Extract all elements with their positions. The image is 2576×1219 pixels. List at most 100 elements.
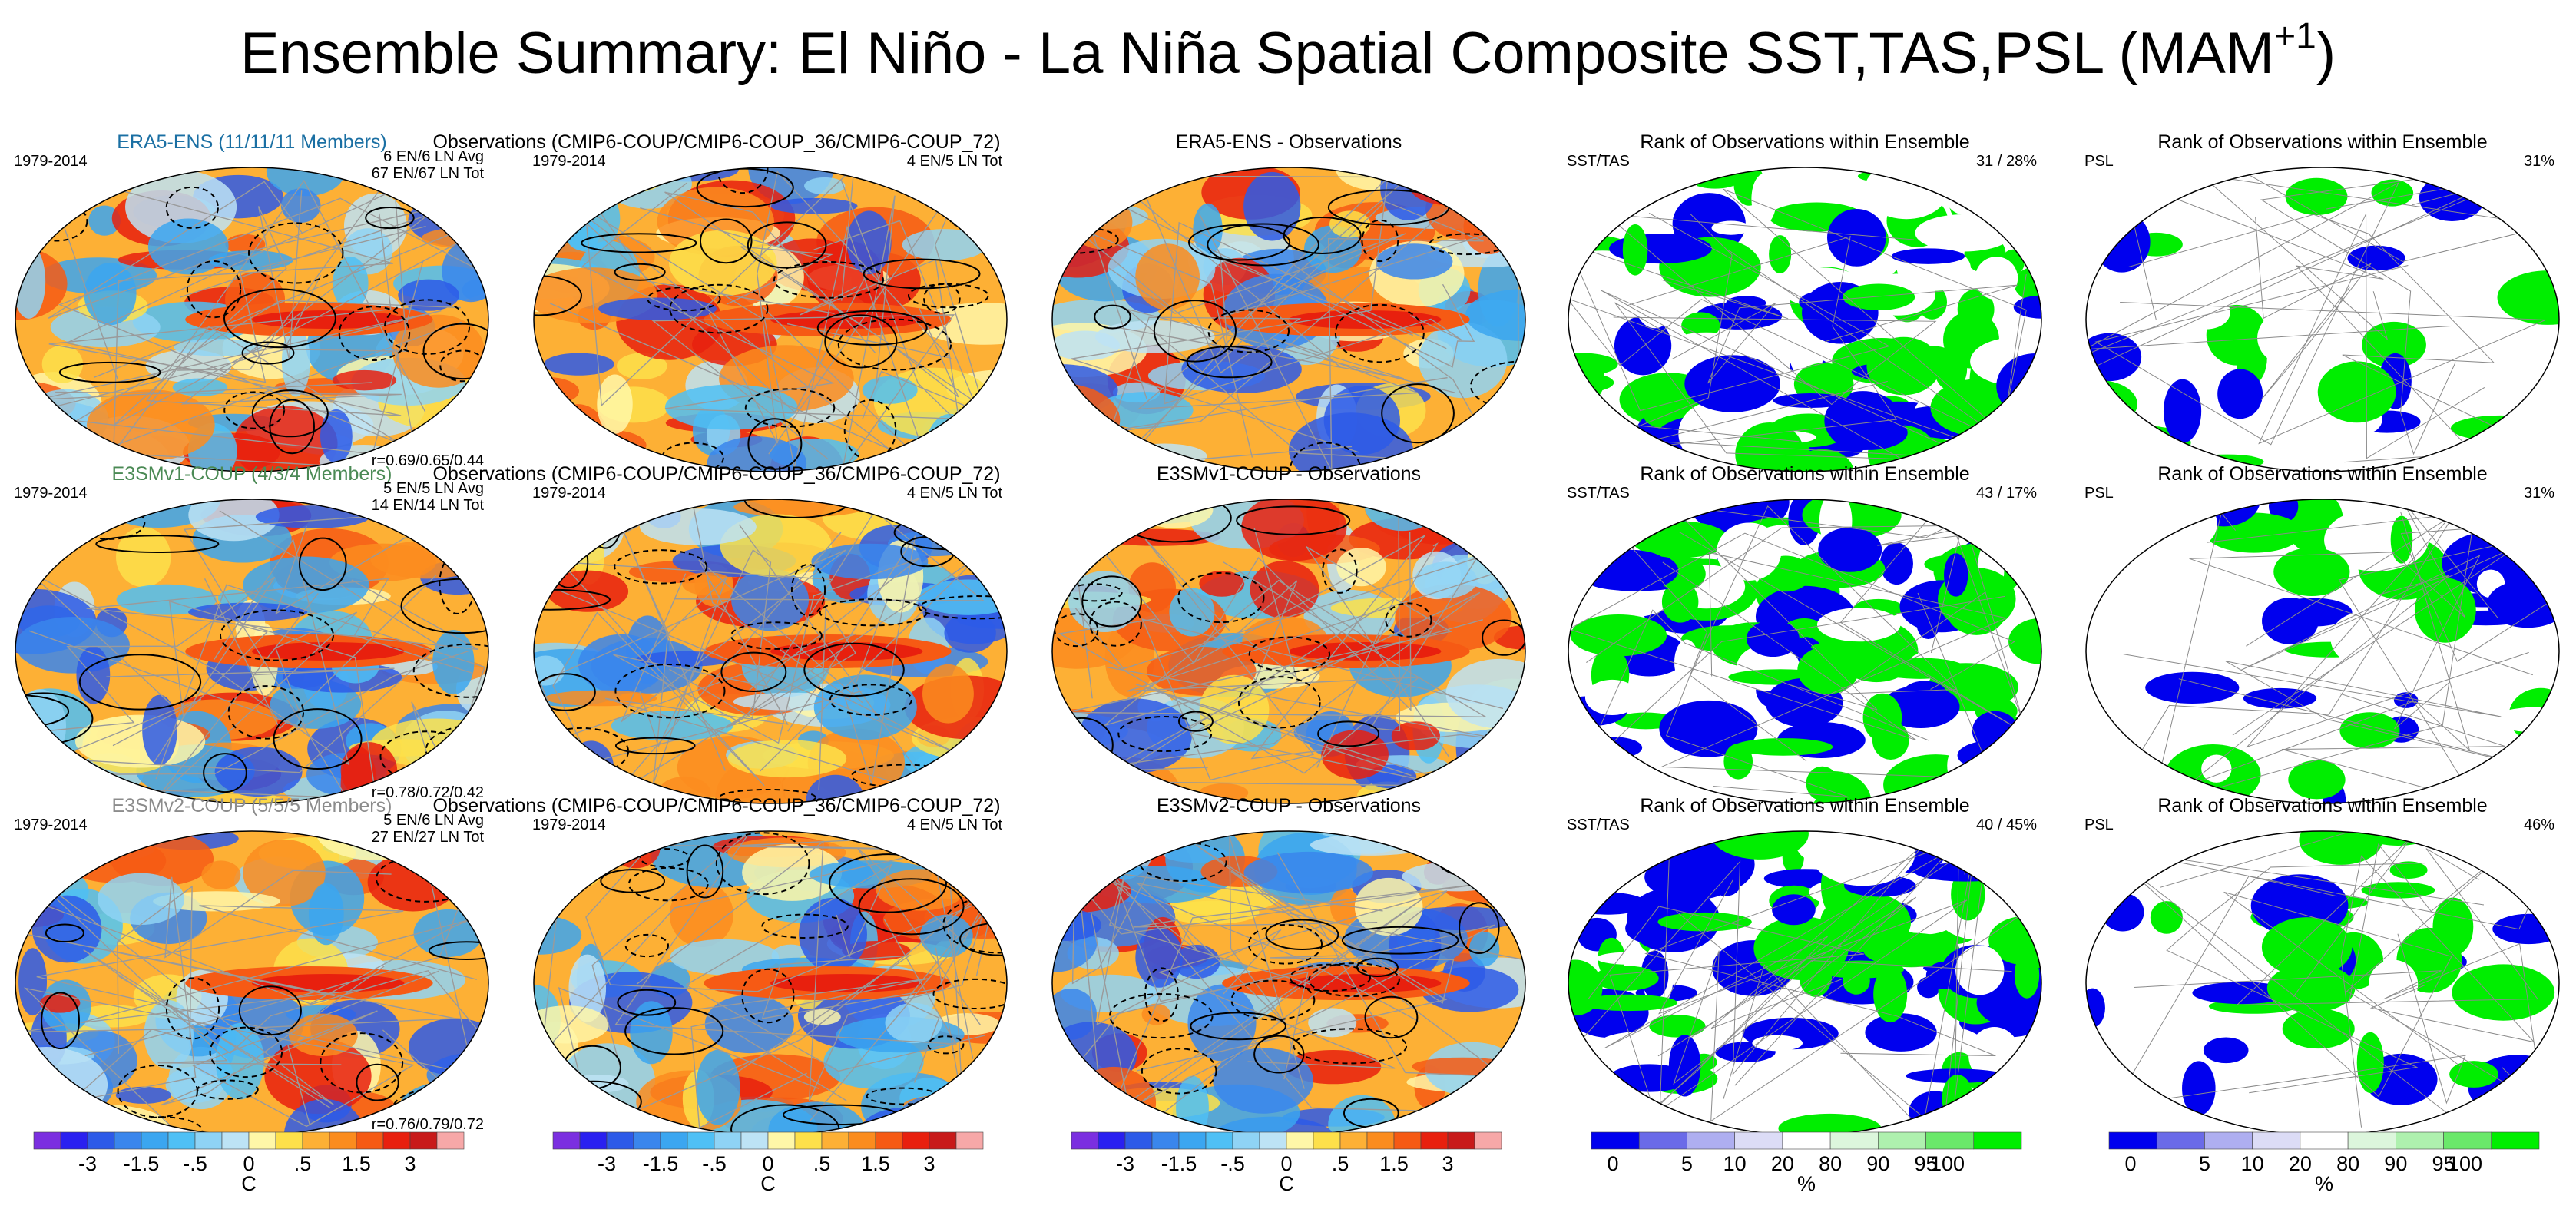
colorbar-swatch [275,1131,303,1150]
rank-sst-map-svg [1568,830,2042,1136]
colorbar-tick-label: 5 [1680,1152,1693,1175]
observations-composite-map-svg [533,830,1008,1136]
difference-map [1051,498,1527,805]
colorbar-swatch [1474,1131,1502,1150]
colorbar-swatch [2108,1131,2157,1150]
rank-sst-map-svg [1568,167,2042,472]
rank-psl-variable: PSL [2084,485,2114,502]
colorbar-swatch [1973,1131,2022,1150]
colorbar-swatch [1071,1131,1099,1150]
rank-psl-map-svg [2085,830,2560,1136]
observations-count: 4 EN/5 LN Tot [906,153,1002,170]
ensemble-avg-count: 5 EN/6 LN Avg [383,812,484,829]
ensemble-total-count: 67 EN/67 LN Tot [371,165,484,182]
rank-psl-title: Rank of Observations within Ensemble [2157,795,2488,817]
colorbar-swatch [1205,1131,1233,1150]
colorbar-swatch [740,1131,769,1150]
rank-colorbar: 0 5 10 20 80 90 95 100% [2108,1131,2540,1195]
rank-psl-title: Rank of Observations within Ensemble [2157,131,2488,153]
colorbar-swatch [141,1131,169,1150]
colorbar-tick-label: -3 [78,1152,98,1175]
ensemble-correlation: r=0.78/0.72/0.42 [371,784,484,801]
colorbar-tick-label: 20 [2288,1152,2312,1175]
ensemble-total-count: 14 EN/14 LN Tot [371,497,484,514]
colorbar-tick-label: 0 [243,1152,255,1175]
difference-map-svg [1051,167,1526,472]
colorbar-swatch [875,1131,903,1150]
colorbar-swatch [2156,1131,2205,1150]
rank-psl-percent: 31% [2523,485,2554,502]
colorbar-swatch [1313,1131,1341,1150]
ensemble-composite-map [14,498,490,805]
colorbar-tick-label: -.5 [183,1152,207,1175]
rank-colorbar: 0 5 10 20 80 90 95 100% [1591,1131,2022,1195]
colorbar-swatch [1447,1131,1475,1150]
difference-title: E3SMv2-COUP - Observations [1156,795,1422,817]
rank-sst-variable: SST/TAS [1567,153,1630,170]
colorbar-swatch [329,1131,357,1150]
rank-sst-percent: 31 / 28% [1976,153,2037,170]
colorbar-tick-label: 20 [1770,1152,1794,1175]
colorbar-swatch [1124,1131,1153,1150]
colorbar-swatch [929,1131,957,1150]
ensemble-period: 1979-2014 [14,817,88,833]
rank-sst-map [1567,830,2043,1137]
colorbar-swatch [848,1131,876,1150]
colorbar-tick-label: 80 [1819,1152,1843,1175]
rank-sst-variable: SST/TAS [1567,817,1630,833]
colorbar-swatch [1259,1131,1287,1150]
colorbar-swatch [2396,1131,2444,1150]
colorbar-swatch [60,1131,88,1150]
colorbar-swatch [87,1131,115,1150]
colorbar-swatch [1178,1131,1207,1150]
colorbar-swatch [382,1131,411,1150]
colorbar-tick-label: 95 [1914,1152,1938,1175]
rank-psl-variable: PSL [2084,817,2114,833]
observations-composite-map-svg [533,167,1008,472]
ensemble-composite-map-svg [15,830,489,1136]
colorbar-swatch [660,1131,688,1150]
colorbar-swatch [1232,1131,1260,1150]
colorbar-tick-label: .5 [813,1152,831,1175]
colorbar-swatch [409,1131,438,1150]
rank-sst-title: Rank of Observations within Ensemble [1640,795,1970,817]
colorbar-tick-label: 90 [1866,1152,1890,1175]
figure-title: Ensemble Summary: El Niño - La Niña Spat… [240,16,2336,87]
colorbar-tick-label: -1.5 [123,1152,160,1175]
colorbar-swatch [1687,1131,1735,1150]
temperature-colorbar: -3 -1.5 -.5 0 .5 1.5 3 C [1071,1131,1502,1195]
colorbar-swatch [1286,1131,1314,1150]
temperature-colorbar: -3 -1.5 -.5 0 .5 1.5 3 C [552,1131,984,1195]
colorbar-unit: % [2314,1172,2334,1195]
temperature-colorbar-swatches [552,1131,984,1150]
colorbar-swatch [356,1131,384,1150]
colorbar-tick-label: -1.5 [1161,1152,1197,1175]
colorbar-swatch [194,1131,223,1150]
colorbar-swatch [1420,1131,1449,1150]
colorbar-swatch [2443,1131,2492,1150]
colorbar-swatch [687,1131,715,1150]
rank-sst-title: Rank of Observations within Ensemble [1640,131,1970,153]
colorbar-tick-label: 3 [404,1152,416,1175]
observations-composite-map-svg [533,499,1008,804]
rank-psl-map [2084,166,2561,473]
colorbar-swatch [1782,1131,1831,1150]
colorbar-tick-label: 100 [1930,1152,1965,1175]
ensemble-period: 1979-2014 [14,485,88,502]
rank-psl-map [2084,498,2561,805]
observations-composite-map [532,830,1008,1137]
rank-psl-percent: 31% [2523,153,2554,170]
colorbar-tick-label: 0 [1280,1152,1293,1175]
ensemble-correlation: r=0.69/0.65/0.44 [371,452,484,469]
ensemble-title: ERA5-ENS (11/11/11 Members) [117,131,387,153]
observations-period: 1979-2014 [532,485,606,502]
colorbar-tick-label: 10 [1723,1152,1747,1175]
difference-map-svg [1051,499,1526,804]
colorbar-swatch [167,1131,196,1150]
colorbar-swatch [579,1131,608,1150]
ensemble-title: E3SMv1-COUP (4/3/4 Members) [111,463,392,485]
colorbar-tick-label: -.5 [702,1152,727,1175]
colorbar-tick-label: -3 [1115,1152,1135,1175]
ensemble-period: 1979-2014 [14,153,88,170]
colorbar-swatch [1098,1131,1126,1150]
